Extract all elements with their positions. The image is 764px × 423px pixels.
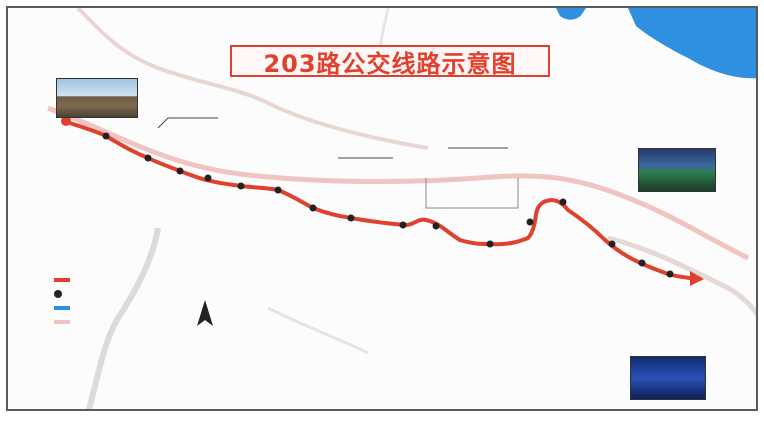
road-main <box>47 105 750 261</box>
stop-dot <box>432 222 440 230</box>
legend-row <box>54 273 128 287</box>
road-upper <box>76 8 429 150</box>
landmark-photo-terminal <box>630 356 706 400</box>
stop-dot <box>144 154 152 162</box>
map-title: 203路公交线路示意图 <box>230 45 550 78</box>
stop-dot <box>559 198 567 206</box>
stop-dot <box>176 167 184 175</box>
stop-markers <box>102 132 674 278</box>
legend-row <box>54 315 128 329</box>
stop-dot <box>204 174 212 182</box>
landmark-photo-start <box>56 78 138 118</box>
legend-row <box>54 301 128 315</box>
legend-stop-swatch <box>54 290 62 298</box>
water-inlet <box>556 8 586 20</box>
road-right <box>607 235 756 317</box>
stop-dot <box>347 214 355 222</box>
callout-line <box>157 117 169 129</box>
stop-dot <box>237 182 245 190</box>
legend-road-swatch <box>54 320 70 324</box>
legend-water-swatch <box>54 306 70 310</box>
route-map-frame: 203路公交线路示意图 <box>6 6 758 411</box>
stop-dot <box>608 240 616 248</box>
legend-route-swatch <box>54 278 70 282</box>
stop-dot <box>666 270 674 278</box>
road-bottom <box>267 306 369 355</box>
route-end-arrow <box>690 271 704 286</box>
north-arrow-icon <box>197 300 213 326</box>
map-canvas <box>47 8 756 409</box>
road-loop <box>425 178 519 209</box>
stop-dot <box>309 204 317 212</box>
landmark-photo-island <box>638 148 716 192</box>
stop-dot <box>526 218 534 226</box>
stop-dot <box>274 186 282 194</box>
road-lower-left <box>85 227 161 409</box>
legend-row <box>54 287 128 301</box>
map-legend <box>54 273 128 329</box>
bus-route-line <box>62 119 702 281</box>
stop-dot <box>399 221 407 229</box>
water-body <box>628 8 756 79</box>
route-start-marker <box>61 116 71 126</box>
stop-dot <box>486 240 494 248</box>
stop-dot <box>102 132 110 140</box>
stop-dot <box>638 259 646 267</box>
